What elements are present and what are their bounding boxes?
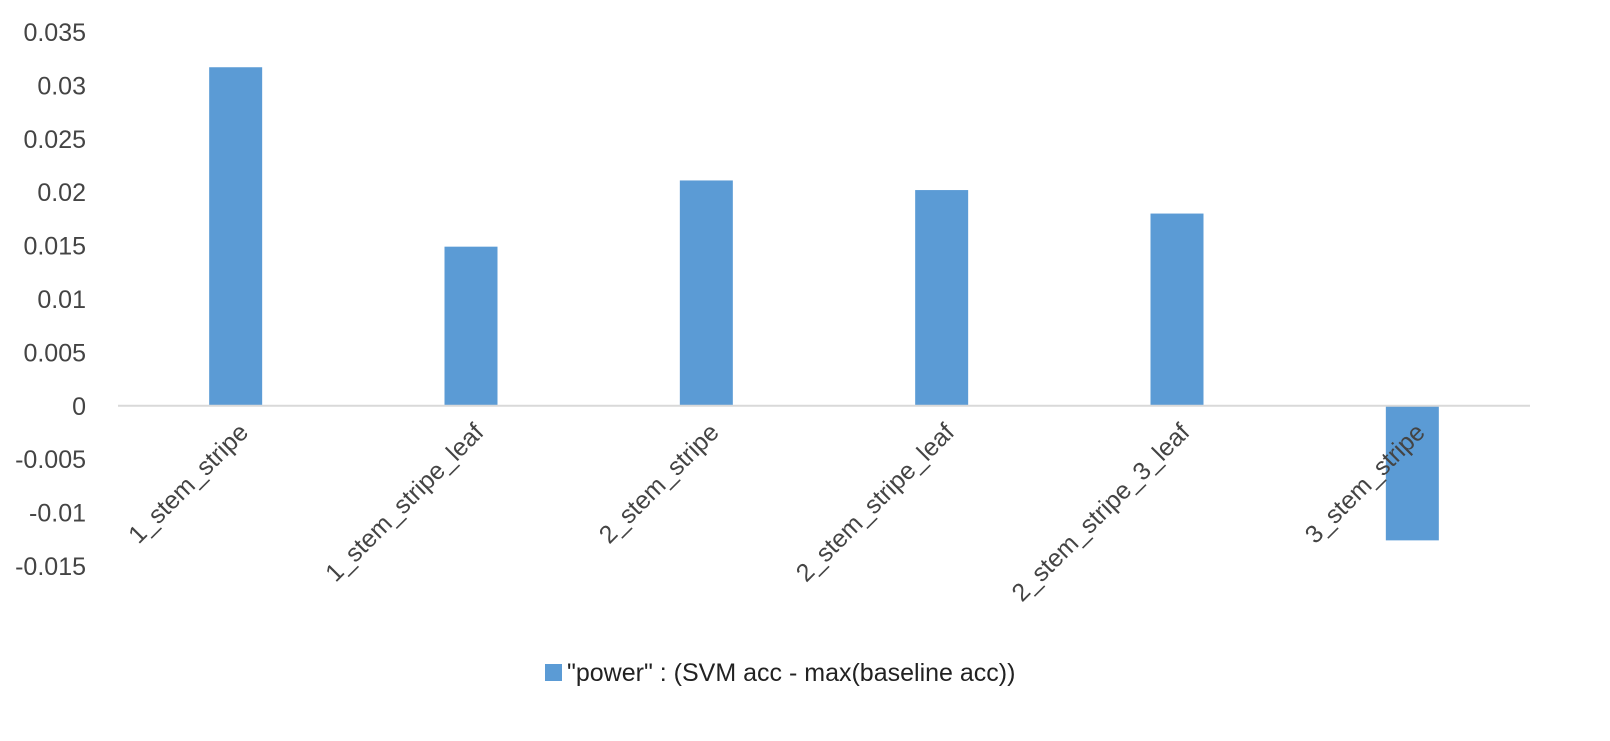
y-tick-label: 0 — [72, 393, 86, 421]
y-tick-label: -0.015 — [15, 553, 86, 581]
y-tick-label: 0.03 — [37, 72, 86, 100]
x-tick-label: 2_stem_stripe — [594, 418, 725, 549]
x-tick-label: 1_stem_stripe — [123, 418, 254, 549]
y-tick-label: 0.005 — [23, 339, 86, 367]
x-tick-label: 2_stem_stripe_3_leaf — [1006, 418, 1195, 607]
bar — [679, 180, 733, 406]
bar — [1150, 213, 1204, 406]
y-tick-label: 0.015 — [23, 233, 86, 261]
bar — [1385, 405, 1439, 541]
y-tick-label: 0.025 — [23, 126, 86, 154]
bar — [444, 246, 498, 406]
y-tick-label: 0.02 — [37, 179, 86, 207]
y-axis-ticks: 0.035 0.03 0.025 0.02 0.015 0.01 0.005 0 -0.005 -… — [15, 19, 86, 581]
x-tick-label: 1_stem_stripe_leaf — [320, 418, 489, 587]
x-axis-ticks: 1_stem_stripe 1_stem_stripe_leaf 2_stem_st… — [123, 418, 1431, 607]
y-tick-label: -0.01 — [29, 500, 86, 528]
bar — [915, 190, 969, 406]
y-tick-label: 0.035 — [23, 19, 86, 47]
x-tick-label: 2_stem_stripe_leaf — [791, 418, 960, 587]
legend-label: "power" : (SVM acc - max(baseline acc)) — [567, 659, 1015, 687]
y-tick-label: 0.01 — [37, 286, 86, 314]
legend-swatch — [545, 664, 562, 681]
bars — [209, 67, 1439, 541]
legend: "power" : (SVM acc - max(baseline acc)) — [545, 659, 1015, 687]
y-tick-label: -0.005 — [15, 446, 86, 474]
bar — [209, 67, 263, 406]
